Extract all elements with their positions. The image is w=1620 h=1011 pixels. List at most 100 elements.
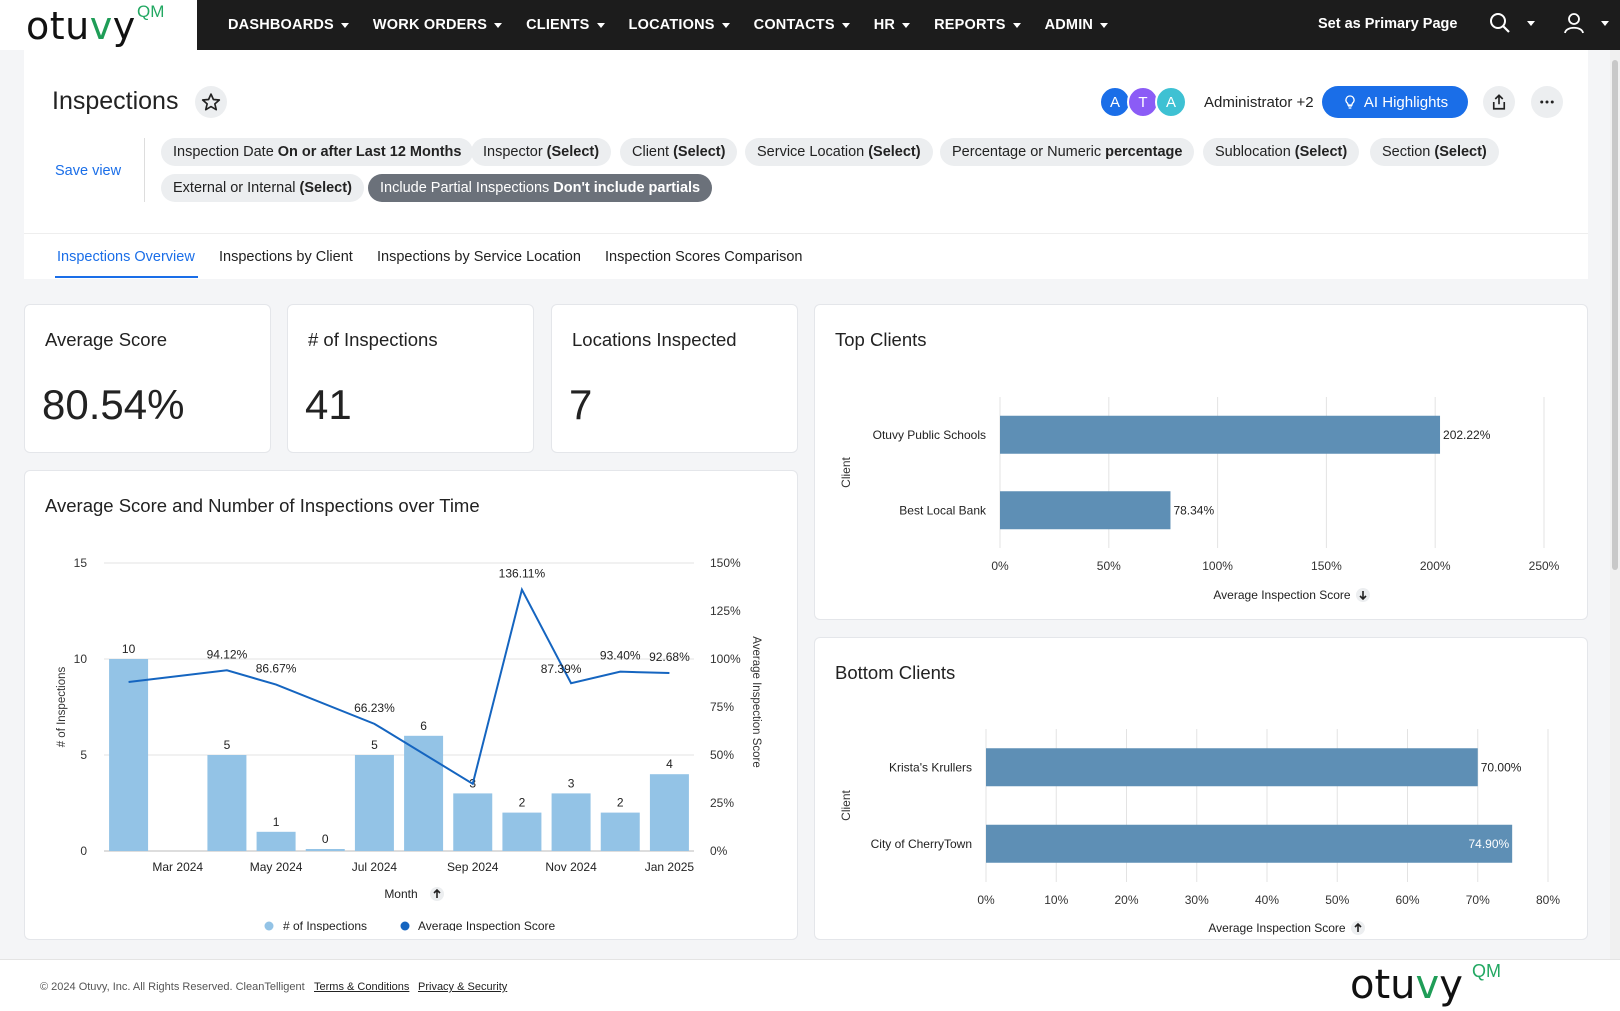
page-title: Inspections [52,87,179,115]
user-icon [1564,13,1584,34]
filter-inspector[interactable]: Inspector (Select) [471,138,612,166]
scrollbar-thumb[interactable] [1612,60,1618,570]
filter-client[interactable]: Client (Select) [620,138,738,166]
bar-data-label: 202.22% [1443,428,1491,442]
tab-inspections-overview[interactable]: Inspections Overview [57,249,195,265]
shared-users[interactable]: A T A [1099,86,1187,118]
tab-bar [24,233,1588,279]
bar [986,824,1513,863]
bar [1000,415,1441,454]
bar [600,812,640,851]
tab-inspections-by-client[interactable]: Inspections by Client [219,249,353,265]
x-tick-label: 30% [1185,893,1209,907]
favorite-button[interactable] [195,86,227,118]
y2-tick-label: 50% [710,748,734,762]
bar-data-label: 4 [666,757,673,771]
x-tick-label: 60% [1395,893,1419,907]
set-primary-page-button[interactable]: Set as Primary Page [1318,16,1458,32]
share-icon [1492,94,1506,110]
x-tick-label: 100% [1202,559,1233,573]
active-tab-indicator [55,276,198,278]
nav-dashboards[interactable]: DASHBOARDS [216,0,361,50]
caret-down-icon [1012,22,1021,28]
filter-include-partial-inspections[interactable]: Include Partial Inspections Don't include… [368,174,713,202]
footer-logo-suffix: QM [1472,961,1501,981]
line-data-label: 92.68% [649,650,690,664]
nav-hr[interactable]: HR [862,0,922,50]
logo-text: otuvy [26,4,136,48]
caret-down-icon [494,22,503,28]
x-tick-label: 50% [1097,559,1121,573]
bar-data-label: 74.90% [1468,837,1509,851]
y2-tick-label: 150% [710,556,741,570]
x-tick-label: May 2024 [250,860,303,874]
share-button[interactable] [1483,86,1515,118]
x-axis-label: Average Inspection Score [1208,921,1346,935]
kpi-card-locations-inspected: Locations Inspected 7 [551,304,798,453]
y-axis-label: Client [839,789,853,820]
x-tick-label: 50% [1325,893,1349,907]
ai-highlights-button[interactable]: AI Highlights [1322,86,1468,118]
x-tick-label: 10% [1044,893,1068,907]
copyright-text: © 2024 Otuvy, Inc. All Rights Reserved. … [40,981,305,993]
nav-work-orders[interactable]: WORK ORDERS [361,0,514,50]
filter-inspection-date[interactable]: Inspection Date On or after Last 12 Month… [161,138,474,166]
x-tick-label: 0% [977,893,995,907]
nav-locations[interactable]: LOCATIONS [617,0,742,50]
kpi-title: Locations Inspected [572,329,737,350]
line-data-label: 94.12% [207,647,248,661]
nav-reports[interactable]: REPORTS [922,0,1033,50]
bar-data-label: 1 [273,815,280,829]
bar-data-label: 2 [617,796,624,810]
y2-tick-label: 25% [710,796,734,810]
y2-tick-label: 125% [710,604,741,618]
filter-external-or-internal[interactable]: External or Internal (Select) [161,174,364,202]
bar [207,755,247,851]
category-label: Best Local Bank [899,503,987,517]
bar-data-label: 2 [519,796,526,810]
filter-sublocation[interactable]: Sublocation (Select) [1203,138,1360,166]
search-menu-button[interactable] [1488,11,1535,35]
bar-data-label: 6 [420,719,427,733]
filter-section[interactable]: Section (Select) [1370,138,1499,166]
more-options-button[interactable] [1531,86,1563,118]
logo[interactable]: otuvy QM [0,0,197,50]
search-icon [1490,13,1510,33]
filter-percentage-or-numeric[interactable]: Percentage or Numeric percentage [940,138,1195,166]
nav-admin[interactable]: ADMIN [1033,0,1121,50]
bar [986,748,1478,787]
bar-data-label: 0 [322,832,329,846]
caret-down-icon [902,22,911,28]
line-data-label: 66.23% [354,701,395,715]
legend-label: # of Inspections [283,919,367,931]
chart-title: Average Score and Number of Inspections … [45,495,480,516]
privacy-link[interactable]: Privacy & Security [418,981,508,993]
more-horizontal-icon [1540,100,1554,104]
nav-clients[interactable]: CLIENTS [514,0,616,50]
x-tick-label: 20% [1114,893,1138,907]
avatar: A [1099,86,1131,118]
bar [404,735,444,851]
x-tick-label: Jul 2024 [352,860,398,874]
bar-data-label: 5 [371,738,378,752]
chart-title: Top Clients [835,329,927,350]
chart-title: Bottom Clients [835,662,956,683]
filter-service-location[interactable]: Service Location (Select) [745,138,933,166]
category-label: Otuvy Public Schools [873,428,986,442]
chart-card-score-over-time: Average Score and Number of Inspections … [24,470,798,940]
nav-contacts[interactable]: CONTACTS [742,0,862,50]
divider [144,138,145,202]
bar [305,849,345,851]
bar-data-label: 78.34% [1173,503,1214,517]
bottom-clients-chart: 0% 10% 20% 30% 40% 50% 60% 70% 80% Krista's Krull… [839,729,1560,935]
tab-inspections-by-service-location[interactable]: Inspections by Service Location [377,249,581,265]
save-view-link[interactable]: Save view [55,163,122,179]
y-axis-label: Client [839,456,853,487]
x-tick-label: 150% [1311,559,1342,573]
user-menu-button[interactable] [1562,11,1609,35]
line-data-label: 86.67% [256,662,297,676]
terms-link[interactable]: Terms & Conditions [314,981,410,993]
score-line [128,586,670,786]
bar [502,812,542,851]
tab-inspection-scores-comparison[interactable]: Inspection Scores Comparison [605,249,803,265]
